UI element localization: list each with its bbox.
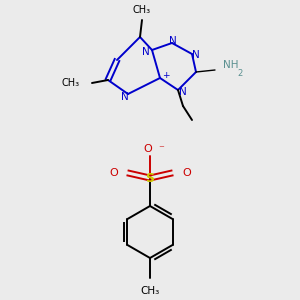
Text: CH₃: CH₃ — [133, 5, 151, 15]
Text: +: + — [162, 71, 170, 80]
Text: N: N — [121, 92, 129, 102]
Text: S: S — [146, 172, 154, 184]
Text: N: N — [142, 47, 150, 57]
Text: N: N — [169, 36, 177, 46]
Text: O: O — [144, 144, 152, 154]
Text: O: O — [182, 168, 191, 178]
Text: O: O — [109, 168, 118, 178]
Text: ⁻: ⁻ — [158, 144, 164, 154]
Text: N: N — [179, 87, 187, 97]
Text: CH₃: CH₃ — [62, 78, 80, 88]
Text: CH₃: CH₃ — [140, 286, 160, 296]
Text: N: N — [192, 50, 200, 60]
Text: 2: 2 — [237, 68, 242, 77]
Text: NH: NH — [223, 60, 239, 70]
